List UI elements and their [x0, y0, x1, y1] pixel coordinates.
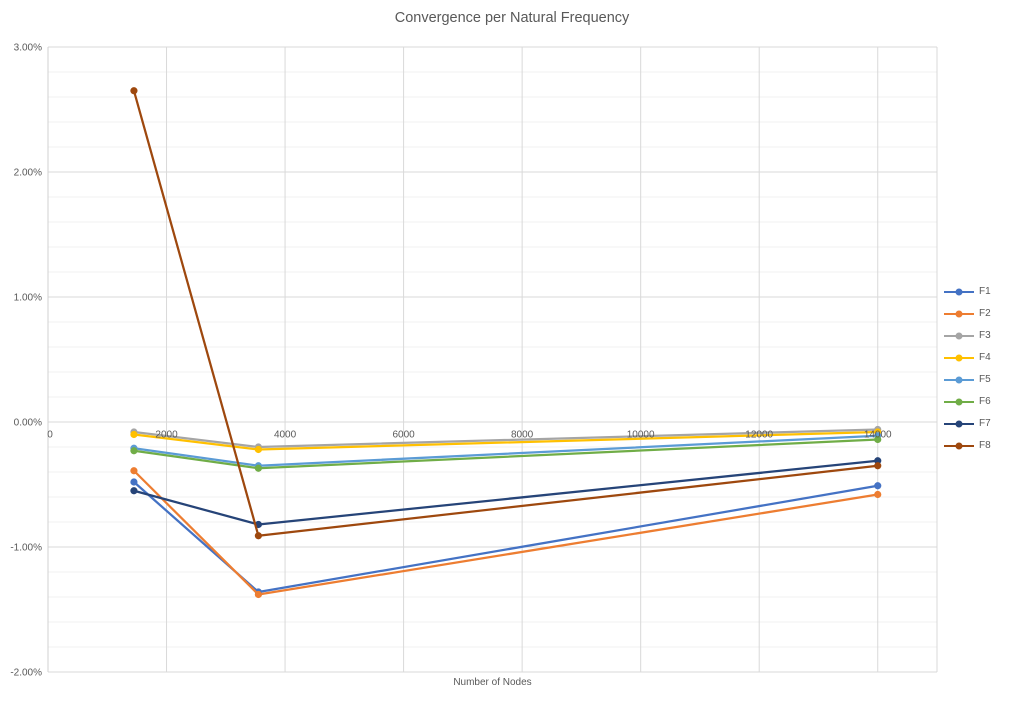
legend-line-marker-icon [944, 354, 974, 361]
legend-item-F3[interactable]: F3 [944, 329, 991, 343]
legend-line-marker-icon [944, 420, 974, 427]
legend-label: F2 [979, 308, 991, 319]
legend-line-marker-icon [944, 442, 974, 449]
legend-label: F8 [979, 440, 991, 451]
marker-F2-0[interactable] [130, 467, 138, 475]
x-tick-label: 2000 [155, 430, 178, 441]
marker-F4-1[interactable] [254, 445, 262, 454]
legend-item-F7[interactable]: F7 [944, 417, 991, 431]
legend-line-marker-icon [944, 398, 974, 405]
legend-item-F6[interactable]: F6 [944, 395, 991, 409]
marker-F8-2[interactable] [874, 462, 882, 470]
marker-F2-1[interactable] [254, 590, 262, 599]
marker-F8-0[interactable] [130, 87, 138, 95]
axis-labels: 3.00% 2.00% 1.00% 0.00% -1.00% -2.00% 0 2000 400… [10, 43, 892, 679]
legend: F1 F2 F3 F4 F5 F6 F7 F8 [944, 0, 1024, 705]
series-F2[interactable] [130, 467, 882, 599]
series-F6[interactable] [130, 435, 882, 472]
y-tick-label: -1.00% [10, 543, 42, 554]
y-tick-label: 2.00% [14, 168, 42, 179]
marker-F7-2[interactable] [874, 457, 882, 465]
legend-line-marker-icon [944, 376, 974, 383]
series-group [130, 87, 882, 599]
x-tick-label: 4000 [274, 430, 297, 441]
series-F7[interactable] [130, 457, 882, 529]
chart-title: Convergence per Natural Frequency [394, 10, 630, 26]
y-tick-label: -2.00% [10, 668, 42, 679]
x-tick-label: 12000 [745, 430, 773, 441]
x-tick-label: 8000 [511, 430, 534, 441]
y-tick-label: 3.00% [14, 43, 42, 54]
legend-item-F8[interactable]: F8 [944, 439, 991, 453]
x-tick-label: 10000 [627, 430, 655, 441]
legend-line-marker-icon [944, 288, 974, 295]
legend-item-F2[interactable]: F2 [944, 307, 991, 321]
x-tick-label: 14000 [864, 430, 892, 441]
legend-label: F4 [979, 352, 991, 363]
marker-F6-0[interactable] [130, 447, 138, 455]
marker-F6-2[interactable] [874, 435, 882, 444]
y-tick-label: 1.00% [14, 293, 42, 304]
legend-label: F5 [979, 374, 991, 385]
legend-item-F5[interactable]: F5 [944, 373, 991, 387]
marker-F7-0[interactable] [130, 487, 138, 495]
gridlines [47, 46, 938, 673]
legend-label: F3 [979, 330, 991, 341]
series-line-F8[interactable] [132, 90, 878, 537]
legend-item-F1[interactable]: F1 [944, 285, 991, 299]
marker-F4-0[interactable] [130, 430, 138, 439]
legend-label: F7 [979, 418, 991, 429]
x-axis-title: Number of Nodes [453, 677, 532, 688]
series-F8[interactable] [130, 87, 882, 540]
legend-label: F6 [979, 396, 991, 407]
marker-F2-2[interactable] [874, 490, 882, 499]
marker-F1-0[interactable] [130, 478, 138, 486]
y-tick-label: 0.00% [14, 418, 42, 429]
legend-line-marker-icon [944, 332, 974, 339]
legend-item-F4[interactable]: F4 [944, 351, 991, 365]
legend-line-marker-icon [944, 310, 974, 317]
marker-F8-1[interactable] [254, 532, 262, 540]
x-tick-label: 0 [47, 430, 53, 441]
marker-F1-2[interactable] [874, 482, 882, 490]
x-tick-label: 6000 [392, 430, 415, 441]
marker-F6-1[interactable] [254, 464, 262, 472]
legend-label: F1 [979, 286, 991, 297]
